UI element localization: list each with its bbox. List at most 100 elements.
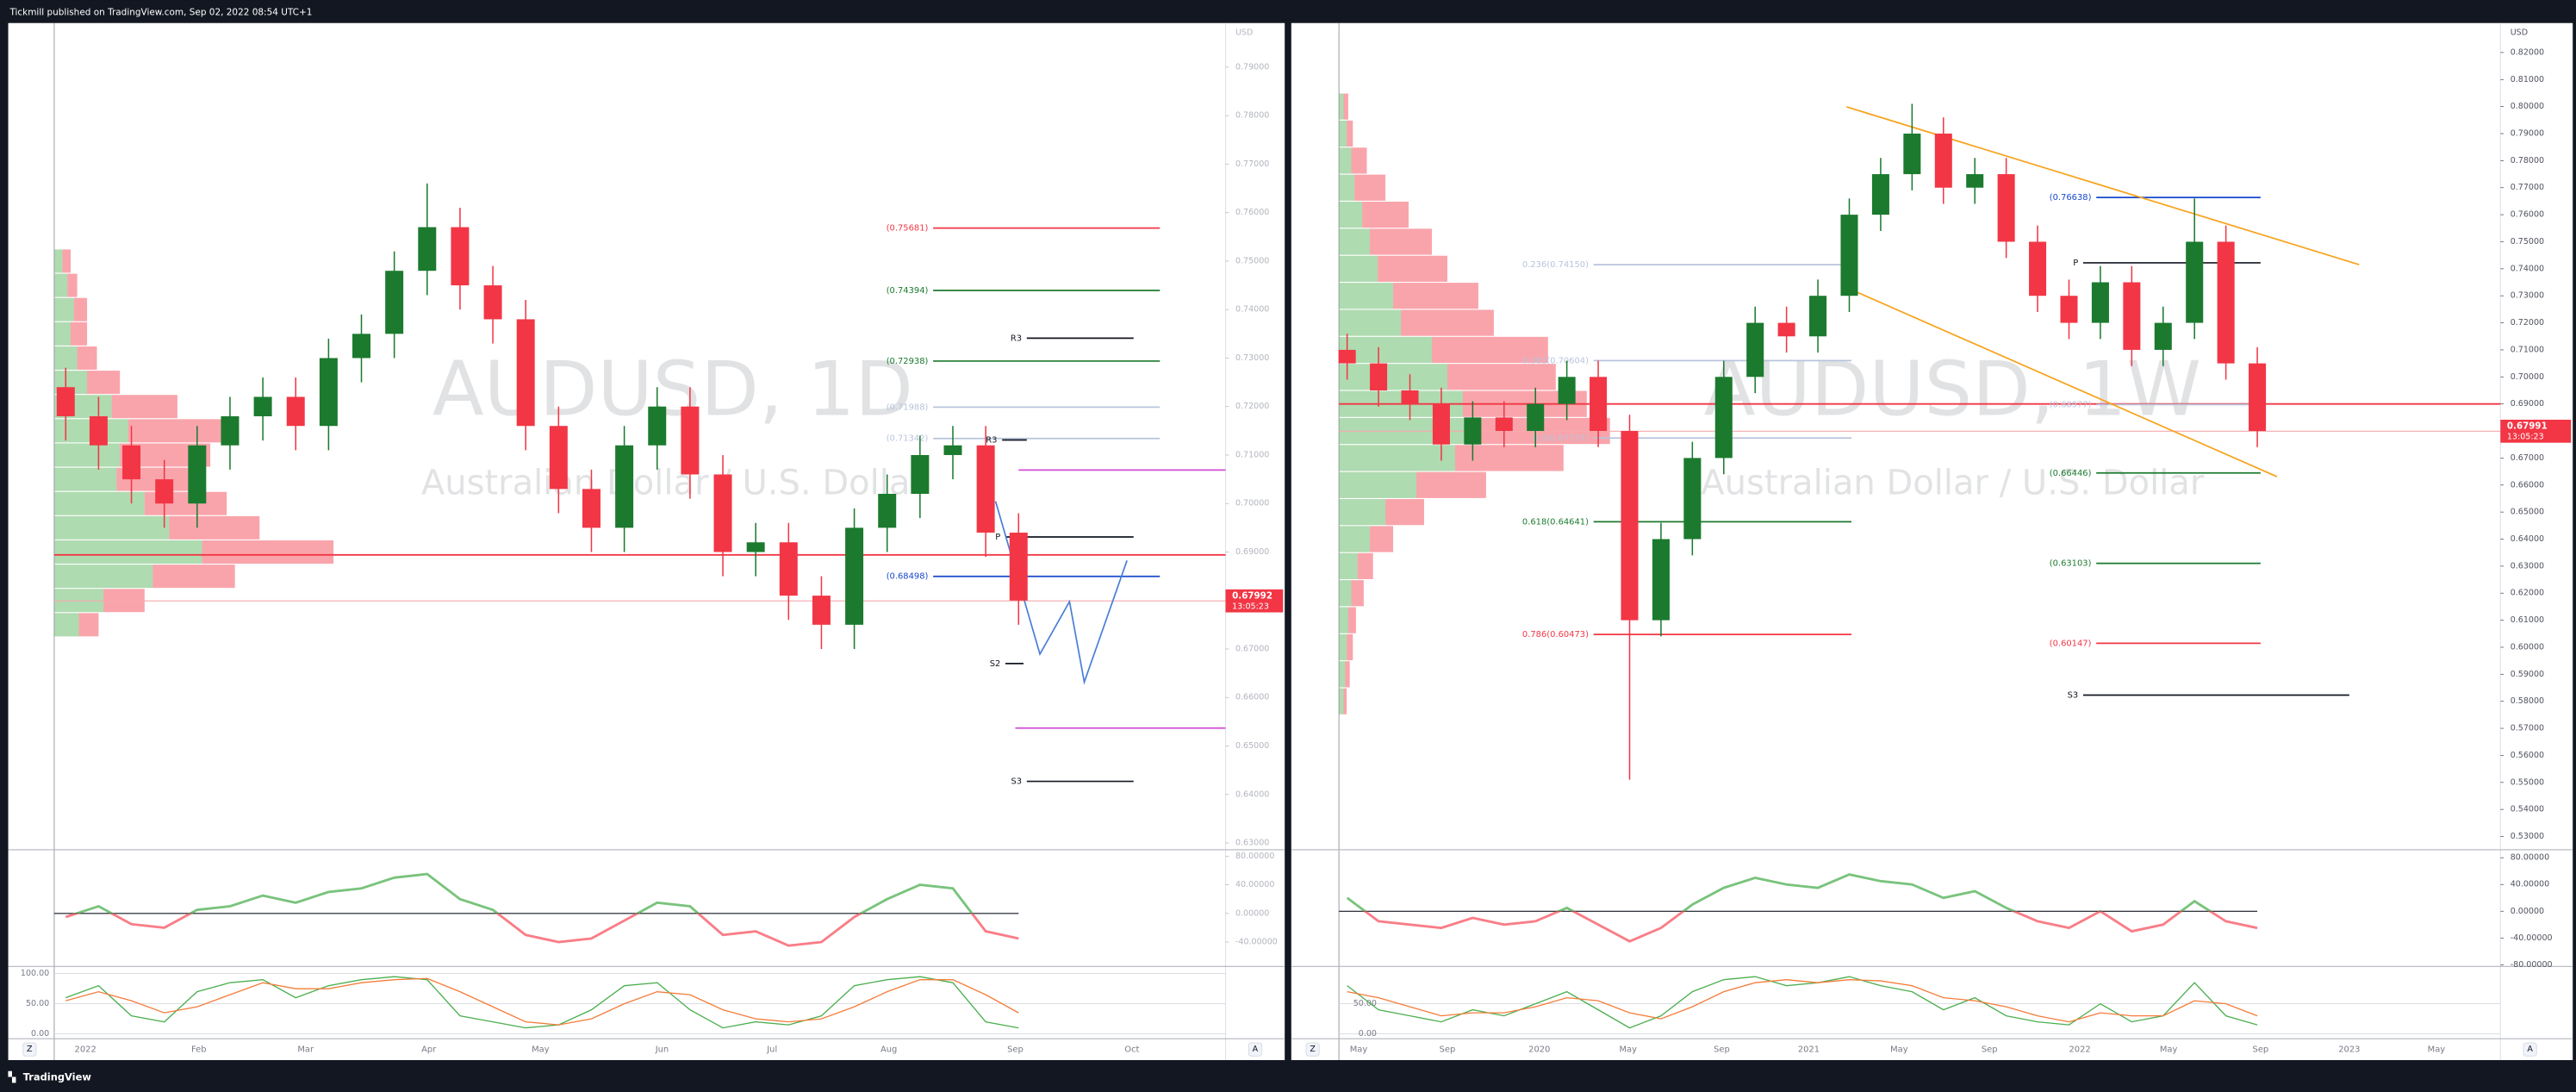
watermark-title: AUDUSD, 1D xyxy=(432,346,913,434)
scale-button-label[interactable]: A xyxy=(1253,1045,1259,1054)
x-tick-label: May xyxy=(2160,1045,2178,1055)
candle-body xyxy=(1464,417,1482,445)
level-label: P xyxy=(2073,259,2078,268)
scale-button[interactable] xyxy=(2523,1042,2537,1057)
profile-down xyxy=(1447,364,1556,390)
candle-body xyxy=(1997,174,2015,242)
candle-body xyxy=(648,406,667,446)
candle-body xyxy=(1338,349,1356,364)
level-label: S3 xyxy=(1011,777,1022,787)
x-tick-label: 2022 xyxy=(75,1045,96,1055)
profile-up xyxy=(53,565,153,589)
profile-down xyxy=(1354,174,1386,201)
profile-down xyxy=(67,273,78,297)
profile-up xyxy=(53,467,117,491)
candle-body xyxy=(1621,431,1639,621)
profile-down xyxy=(78,613,99,637)
profile-down xyxy=(87,371,121,395)
y-tick-label: 0.66000 xyxy=(1235,693,1269,702)
y-tick-label: 0.75000 xyxy=(2511,237,2544,246)
profile-down xyxy=(1370,228,1432,255)
y-tick-label: 0.58000 xyxy=(2511,696,2544,706)
level-label: (0.71342) xyxy=(887,434,929,444)
y-tick-label: 0.61000 xyxy=(2511,615,2544,625)
y-tick-label: 0.72000 xyxy=(1235,402,1269,411)
x-tick-label: Sep xyxy=(1982,1045,1998,1055)
scale-button-label[interactable]: Z xyxy=(1310,1045,1316,1054)
x-tick-label: May xyxy=(1890,1045,1908,1055)
y-tick-label: 0.76000 xyxy=(1235,208,1269,217)
candle-body xyxy=(1401,390,1419,404)
profile-down xyxy=(1393,283,1478,309)
x-tick-label: May xyxy=(1350,1045,1368,1055)
scale-button-label[interactable]: Z xyxy=(27,1045,33,1054)
profile-down xyxy=(1347,120,1353,147)
candle-body xyxy=(1809,296,1827,337)
profile-up xyxy=(53,297,74,321)
candle-body xyxy=(1934,134,1952,188)
profile-up xyxy=(53,491,145,515)
candle-body xyxy=(1370,363,1388,390)
price-tag-value: 0.67991 xyxy=(2507,421,2548,432)
candle-body xyxy=(582,489,600,528)
profile-down xyxy=(1347,607,1356,633)
y-tick-label: 0.71000 xyxy=(2511,345,2544,354)
level-label: S3 xyxy=(2068,690,2079,700)
scale-button[interactable] xyxy=(1248,1042,1262,1057)
scale-button[interactable] xyxy=(22,1042,37,1057)
x-tick-label: Sep xyxy=(1714,1045,1730,1055)
candle-body xyxy=(2029,241,2047,296)
stoch-tick-label: 50.00 xyxy=(26,999,49,1008)
osc-line-negative xyxy=(1363,911,2258,943)
scale-button-label[interactable]: A xyxy=(2527,1045,2533,1054)
profile-down xyxy=(1385,499,1424,526)
y-tick-label: 0.59000 xyxy=(2511,670,2544,679)
candle-body xyxy=(878,493,897,528)
y-tick-label: 0.75000 xyxy=(1235,256,1269,265)
candle-body xyxy=(286,396,305,427)
x-tick-label: Oct xyxy=(1124,1045,1139,1055)
candle-body xyxy=(746,542,765,552)
profile-up xyxy=(1339,255,1378,282)
profile-up xyxy=(1339,607,1348,633)
candle-body xyxy=(1527,403,1545,432)
y-tick-label: 0.73000 xyxy=(2511,291,2544,301)
y-tick-label: 0.67000 xyxy=(1235,644,1269,653)
y-tick-label: 0.77000 xyxy=(1235,159,1269,169)
y-tick-label: 0.77000 xyxy=(2511,183,2544,192)
level-label: S2 xyxy=(990,659,1001,669)
candle-body xyxy=(1871,174,1889,215)
profile-down xyxy=(1416,471,1486,498)
profile-down xyxy=(1370,526,1394,552)
x-tick-label: 2023 xyxy=(2338,1045,2360,1055)
y-tick-label: 0.55000 xyxy=(2511,777,2544,787)
price-tag-countdown: 13:05:23 xyxy=(1232,602,1269,611)
profile-up xyxy=(53,273,68,297)
y-tick-label: 0.72000 xyxy=(2511,318,2544,328)
y-tick-label: 0.54000 xyxy=(2511,805,2544,814)
candle-body xyxy=(779,542,798,596)
candle-body xyxy=(549,426,568,490)
scale-button[interactable] xyxy=(1305,1042,1320,1057)
osc-tick-label: 80.00000 xyxy=(2511,853,2549,863)
osc-tick-label: -40.00000 xyxy=(1235,938,1278,947)
y-tick-label: 0.79000 xyxy=(1235,62,1269,72)
osc-tick-label: 0.00000 xyxy=(2511,907,2544,916)
candle-body xyxy=(1746,322,1764,378)
x-tick-label: May xyxy=(532,1045,550,1055)
x-tick-label: Apr xyxy=(421,1045,437,1055)
profile-up xyxy=(1339,93,1344,120)
profile-up xyxy=(1339,499,1386,526)
profile-down xyxy=(111,395,177,419)
y-tick-label: 0.78000 xyxy=(1235,111,1269,121)
level-label: (0.68977) xyxy=(2050,400,2092,409)
chart-panel: AUDUSD, 1D Australian Dollar / U.S. Dolla… xyxy=(8,22,1285,1060)
y-tick-label: 0.69000 xyxy=(1235,547,1269,557)
currency-label: USD xyxy=(1235,28,1253,38)
footer-brand: TradingView xyxy=(23,1070,92,1083)
level-label: 0.236(0.74150) xyxy=(1522,260,1589,270)
y-tick-label: 0.74000 xyxy=(1235,305,1269,315)
profile-up xyxy=(1339,283,1394,309)
header-text: Tickmill published on TradingView.com, S… xyxy=(9,7,312,17)
